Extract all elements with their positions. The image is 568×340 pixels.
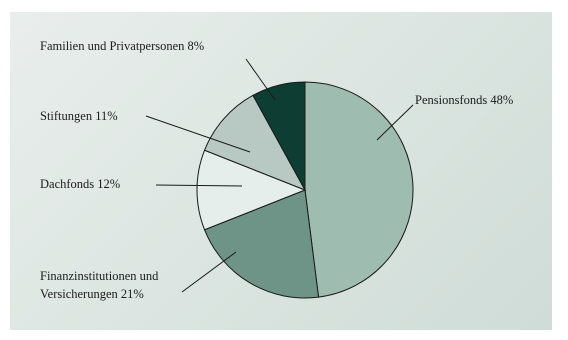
pie-slice-dachfonds (196, 149, 307, 231)
leader-line (145, 115, 251, 153)
leader-line (181, 251, 237, 293)
pie-slice-familien-und-privatpersonen (252, 81, 306, 191)
pie-slice-stiftungen (203, 94, 307, 191)
chart-area: Pensionsfonds 48% Finanzinstitutionen und… (10, 12, 552, 330)
leader-line (155, 184, 243, 187)
slice-label: Finanzinstitutionen und Versicherungen 21… (40, 269, 159, 301)
slice-label: Familien und Privatpersonen 8% (40, 39, 204, 53)
pie-chart: Pensionsfonds 48% Finanzinstitutionen und… (40, 39, 513, 301)
leader-line (245, 58, 276, 101)
slice-label: Stiftungen 11% (40, 109, 118, 123)
pie-slice-pensionsfonds (304, 81, 414, 298)
slice-label: Dachfonds 12% (40, 177, 120, 191)
pie-slice-finanzinstitutionen-und-versicherungen (203, 189, 320, 299)
slice-label: Pensionsfonds 48% (415, 93, 513, 107)
leader-line (376, 104, 414, 141)
